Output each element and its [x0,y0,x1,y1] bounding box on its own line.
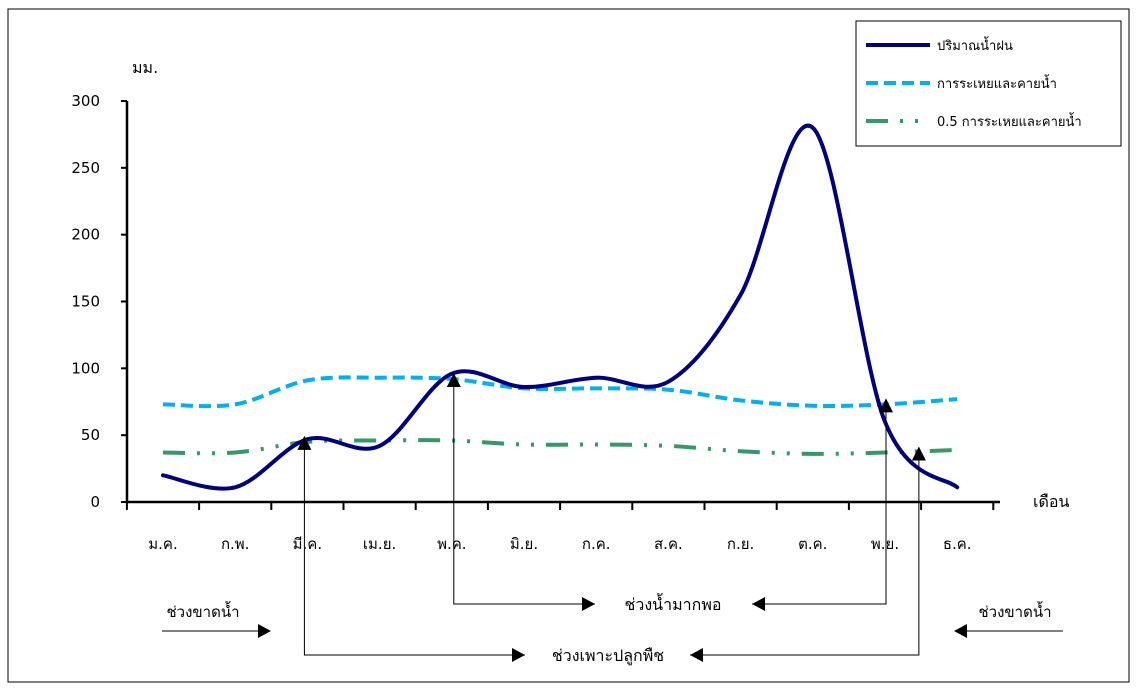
dry-period-right-arrow [954,624,967,638]
x-tick-label-5: มิ.ย. [510,535,538,553]
x-tick-label-3: เม.ย. [363,535,396,553]
dry-period-left-label: ช่วงขาดน้ำ [166,601,239,621]
y-tick-label-250: 250 [71,159,100,177]
x-axis-title: เดือน [1033,492,1069,511]
period-wet-label: ช่วงน้ำมากพอ [625,593,722,614]
series-layer [161,123,960,491]
x-tick-label-1: ก.พ. [221,535,250,553]
marker-wet-end [879,398,893,413]
series-line-1 [162,375,958,409]
y-tick-label-50: 50 [81,426,100,444]
period-wet-left-arrow [582,597,595,611]
legend-box [855,20,1122,147]
period-wet-right-arrow [752,597,765,611]
x-tick-label-9: ต.ค. [798,535,827,553]
x-tick-label-6: ก.ค. [582,535,611,553]
legend-label-2: 0.5 การระเหยและคายน้ำ [937,112,1082,130]
series-line-0 [161,123,960,491]
x-tick-label-4: พ.ค. [437,535,466,553]
dry-period-right-label: ช่วงขาดน้ำ [978,601,1051,621]
marker-crop-start [297,435,312,450]
x-tick-label-8: ก.ย. [727,535,754,553]
x-tick-label-2: มี.ค. [293,535,322,553]
axes: 0 50 100 150 200 250 300 ม.ค. ก.พ. มี.ค. เม.ย. พ.ค.… [71,92,1000,553]
marker-crop-end [911,446,926,461]
x-tick-label-11: ธ.ค. [943,535,972,553]
marker-wet-start [446,373,461,388]
y-tick-label-300: 300 [71,92,100,110]
period-wet-left-line [453,385,595,605]
legend-label-1: การระเหยและคายน้ำ [937,74,1057,92]
y-tick-label-100: 100 [71,359,100,377]
period-wet-right-line [752,410,887,605]
y-tick-label-200: 200 [71,226,100,244]
period-crop-right-arrow [690,648,703,662]
x-tick-label-0: ม.ค. [148,535,177,553]
x-tick-label-10: พ.ย. [871,535,899,553]
period-crop-right-line [690,458,920,656]
period-crop-label: ช่วงเพาะปลูกพืช [552,646,664,666]
y-tick-label-0: 0 [90,493,100,511]
y-tick-label-150: 150 [71,293,100,311]
legend-label-0: ปริมาณน้ำฝน [937,36,1013,54]
period-crop-left-line [303,447,525,656]
period-crop-left-arrow [512,648,525,662]
y-axis-title: มม. [132,58,158,77]
x-tick-label-7: ส.ค. [654,535,683,553]
dry-period-left-arrow [258,624,271,638]
